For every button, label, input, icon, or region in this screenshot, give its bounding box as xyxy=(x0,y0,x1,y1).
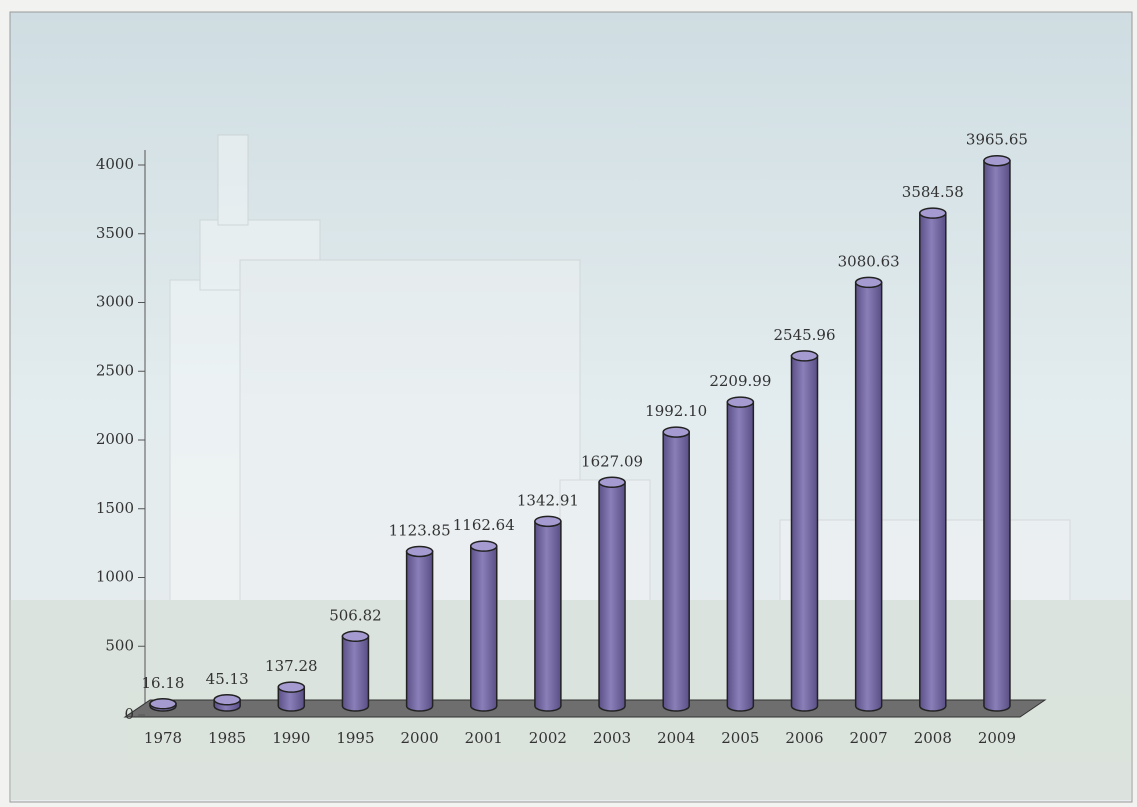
bar-part xyxy=(726,396,755,408)
y-tick-label: 2500 xyxy=(96,361,134,379)
value-label: 2545.96 xyxy=(773,326,835,344)
bar-part xyxy=(470,540,498,552)
x-tick-label: 2004 xyxy=(657,729,695,747)
value-label: 3584.58 xyxy=(902,183,964,201)
x-tick-label: 2000 xyxy=(401,729,439,747)
bar-part xyxy=(983,154,1011,167)
value-label: 1123.85 xyxy=(389,521,451,539)
y-tick-label: 0 xyxy=(124,705,134,723)
floor xyxy=(123,699,1047,718)
y-tick-label: 1000 xyxy=(96,568,134,586)
bar xyxy=(213,694,241,712)
bar xyxy=(149,698,177,712)
y-tick-label: 3000 xyxy=(96,293,134,311)
bar-part xyxy=(790,355,819,712)
bar xyxy=(341,630,370,712)
y-tick-label: 2000 xyxy=(96,430,134,448)
bar-part xyxy=(983,159,1011,712)
bar-part xyxy=(149,698,177,710)
bar xyxy=(983,154,1011,712)
bar xyxy=(534,515,562,712)
bar xyxy=(854,276,883,712)
bar xyxy=(662,426,690,712)
x-tick-label: 2005 xyxy=(721,729,759,747)
x-tick-label: 2003 xyxy=(593,729,631,747)
y-tick-label: 3500 xyxy=(96,224,134,242)
bar-part xyxy=(726,401,755,712)
bar xyxy=(790,350,819,712)
bar-part xyxy=(341,635,370,712)
bar-part xyxy=(277,681,306,693)
bar-part xyxy=(598,481,626,712)
x-tick-label: 1978 xyxy=(144,729,182,747)
x-tick-label: 2006 xyxy=(785,729,823,747)
bar xyxy=(277,681,306,712)
value-label: 1992.10 xyxy=(645,402,707,420)
value-label: 45.13 xyxy=(206,670,249,688)
value-label: 1162.64 xyxy=(453,516,515,534)
x-tick-label: 1995 xyxy=(336,729,374,747)
bar xyxy=(598,476,626,712)
y-tick-label: 500 xyxy=(105,636,134,654)
value-label: 1342.91 xyxy=(517,491,579,509)
value-label: 137.28 xyxy=(265,657,318,675)
x-tick-label: 2001 xyxy=(465,729,503,747)
bar-part xyxy=(919,212,947,712)
y-tick-label: 4000 xyxy=(96,155,134,173)
x-tick-label: 1990 xyxy=(272,729,310,747)
bar-part xyxy=(213,694,241,706)
bar xyxy=(405,545,434,712)
x-tick-label: 2008 xyxy=(914,729,952,747)
bar-part xyxy=(662,426,690,438)
bar-part xyxy=(534,520,562,712)
value-label: 3080.63 xyxy=(838,252,900,270)
value-label: 2209.99 xyxy=(709,372,771,390)
value-label: 16.18 xyxy=(142,674,185,692)
bar-part xyxy=(341,630,370,643)
y-tick-label: 1500 xyxy=(96,499,134,517)
value-label: 506.82 xyxy=(329,606,382,624)
bar-part xyxy=(534,515,562,528)
x-tick-label: 2007 xyxy=(850,729,888,747)
bar-part xyxy=(662,431,690,712)
bar xyxy=(919,207,947,712)
bar-part xyxy=(854,281,883,712)
bar-part xyxy=(405,550,434,712)
x-tick-label: 2009 xyxy=(978,729,1016,747)
bar-part xyxy=(405,545,434,558)
bar xyxy=(726,396,755,712)
x-tick-label: 1985 xyxy=(208,729,246,747)
bar-part xyxy=(919,207,947,219)
bar-part xyxy=(598,476,626,489)
bar-part xyxy=(854,276,883,289)
x-tick-label: 2002 xyxy=(529,729,567,747)
bar-part xyxy=(790,350,819,362)
bar xyxy=(470,540,498,712)
value-label: 1627.09 xyxy=(581,452,643,470)
bar-part xyxy=(470,545,498,712)
bar-part xyxy=(277,686,306,712)
value-label: 3965.65 xyxy=(966,131,1028,149)
